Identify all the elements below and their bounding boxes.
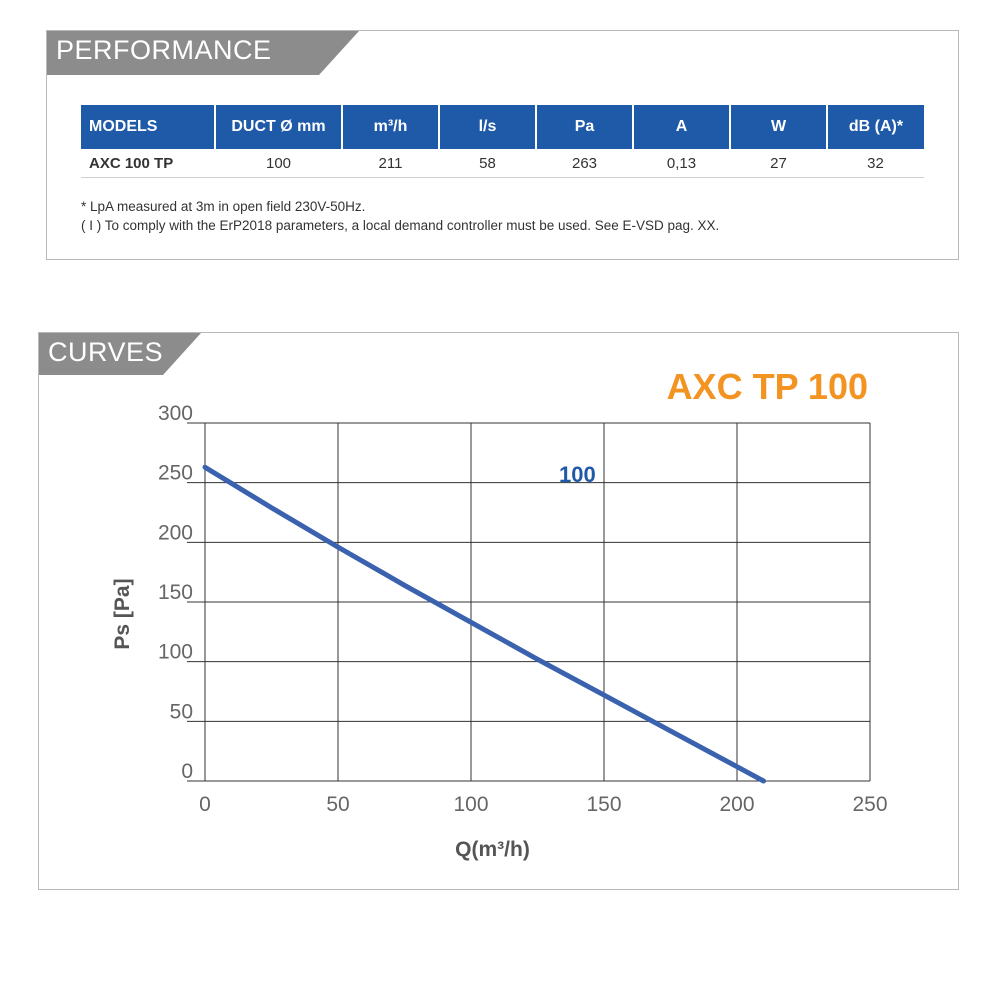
column-header: Pa — [536, 105, 634, 149]
column-header: DUCT Ø mm — [215, 105, 343, 149]
x-tick-label: 200 — [719, 793, 754, 816]
performance-header: PERFORMANCE — [47, 31, 367, 75]
performance-curve-chart: AXC TP 100 0 50 100 150 200 250 300 0 50 100 150 2… — [111, 366, 888, 861]
y-tick-label: 150 — [158, 581, 193, 604]
table-cell: 32 — [827, 149, 924, 178]
table-cell: 58 — [439, 149, 536, 178]
footnote-erp: ( I ) To comply with the ErP2018 paramet… — [81, 218, 720, 233]
x-tick-label: 250 — [852, 793, 887, 816]
column-header: W — [730, 105, 828, 149]
footnote-lpa: * LpA measured at 3m in open field 230V-… — [81, 199, 366, 214]
y-tick-label: 50 — [170, 700, 193, 723]
table-cell: 0,13 — [633, 149, 730, 178]
series-label: 100 — [559, 462, 596, 487]
y-tick-label: 100 — [158, 641, 193, 664]
column-header: MODELS — [81, 105, 216, 149]
table-cell: 27 — [730, 149, 827, 178]
column-header: dB (A)* — [827, 105, 924, 149]
table-cell: 263 — [536, 149, 633, 178]
x-axis-label: Q(m³/h) — [455, 838, 530, 861]
footnotes: * LpA measured at 3m in open field 230V-… — [81, 197, 719, 235]
y-axis-label: Ps [Pa] — [111, 578, 134, 649]
column-header: A — [633, 105, 731, 149]
series-line — [202, 464, 767, 784]
curves-title: CURVES — [48, 337, 164, 367]
x-tick-label: 100 — [453, 793, 488, 816]
x-tick-labels: 0 50 100 150 200 250 — [199, 793, 887, 816]
chart-grid — [187, 422, 871, 782]
y-tick-label: 0 — [181, 760, 193, 783]
y-tick-labels: 0 50 100 150 200 250 300 — [158, 402, 193, 783]
y-tick-label: 200 — [158, 521, 193, 544]
y-tick-label: 250 — [158, 462, 193, 485]
x-tick-label: 50 — [326, 793, 349, 816]
chart-series: 100 — [202, 462, 767, 784]
table-row: AXC 100 TP 100 211 58 263 0,13 27 32 — [81, 149, 924, 178]
curves-header: CURVES — [39, 333, 209, 375]
table-cell: 211 — [342, 149, 439, 178]
x-tick-label: 0 — [199, 793, 211, 816]
table-cell: AXC 100 TP — [81, 149, 215, 178]
column-header: m³/h — [342, 105, 440, 149]
table-cell: 100 — [215, 149, 342, 178]
x-tick-label: 150 — [586, 793, 621, 816]
column-header: l/s — [439, 105, 537, 149]
performance-title: PERFORMANCE — [56, 35, 272, 65]
curves-panel: CURVES AXC TP 100 0 50 100 150 200 250 300 0 50… — [38, 332, 959, 890]
chart-title: AXC TP 100 — [667, 366, 868, 407]
y-tick-label: 300 — [158, 402, 193, 425]
